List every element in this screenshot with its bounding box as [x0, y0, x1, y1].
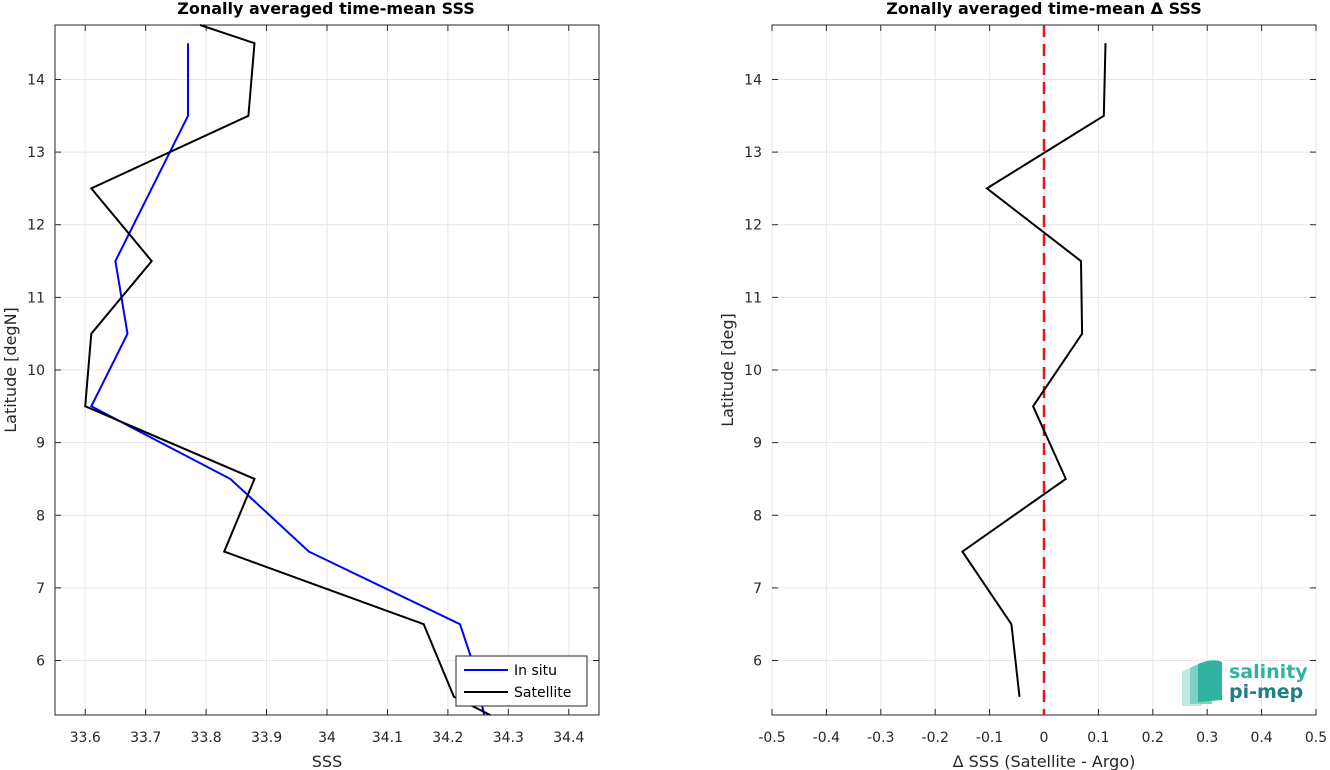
right-chart-title: Zonally averaged time-mean Δ SSS	[886, 0, 1202, 18]
right-x-tick-label: 0.5	[1305, 730, 1327, 746]
left-y-tick-label: 14	[27, 72, 45, 88]
right-x-tick-label: 0.2	[1142, 730, 1164, 746]
right-y-tick-label: 6	[753, 654, 762, 670]
left-y-tick-label: 8	[36, 508, 45, 524]
legend: In situ Satellite	[455, 655, 588, 707]
left-y-tick-label: 9	[36, 436, 45, 452]
left-ticks: 33.6 33.7 33.8 33.9 34 34.1 34.2 34.3 34.4 6 7 8 9 10…	[27, 25, 599, 746]
left-x-tick-label: 34	[318, 730, 336, 746]
salinity-pi-mep-logo: salinity pi-mep	[1182, 660, 1308, 706]
left-grid	[55, 25, 599, 715]
left-y-tick-label: 6	[36, 654, 45, 670]
right-y-tick-label: 7	[753, 581, 762, 597]
right-y-tick-label: 11	[744, 290, 762, 306]
left-panel-sss: Zonally averaged time-mean SSS 33.6 33.7 3…	[1, 0, 600, 770]
left-y-tick-label: 13	[27, 145, 45, 161]
right-x-tick-label: -0.4	[813, 730, 840, 746]
left-x-tick-label: 34.3	[493, 730, 524, 746]
left-series	[84, 24, 491, 716]
left-y-tick-label: 10	[27, 363, 45, 379]
left-y-tick-label: 12	[27, 218, 45, 234]
left-x-tick-label: 34.4	[553, 730, 584, 746]
wave-icon	[1182, 660, 1222, 706]
right-y-tick-label: 14	[744, 72, 762, 88]
right-x-tick-label: 0.4	[1250, 730, 1272, 746]
right-y-tick-label: 9	[753, 436, 762, 452]
logo-line-1: salinity	[1229, 661, 1308, 683]
left-x-tick-label: 33.9	[251, 730, 282, 746]
left-x-tick-label: 34.2	[432, 730, 463, 746]
left-x-tick-label: 33.8	[191, 730, 222, 746]
right-x-tick-label: -0.3	[867, 730, 894, 746]
right-panel-delta-sss: Zonally averaged time-mean Δ SSS -0.5 -0.…	[718, 0, 1327, 770]
logo-line-2: pi-mep	[1229, 681, 1303, 703]
legend-box	[455, 655, 588, 707]
left-series-line-in-situ	[89, 43, 486, 716]
right-y-tick-label: 13	[744, 145, 762, 161]
right-x-tick-label: 0	[1040, 730, 1049, 746]
legend-label-satellite: Satellite	[514, 685, 571, 701]
left-chart-title: Zonally averaged time-mean SSS	[177, 0, 475, 18]
left-x-tick-label: 34.1	[372, 730, 403, 746]
left-x-axis-label: SSS	[312, 752, 342, 770]
right-y-tick-label: 10	[744, 363, 762, 379]
right-series-line-delta-sss	[961, 43, 1107, 697]
right-series	[961, 43, 1107, 697]
left-y-tick-label: 7	[36, 581, 45, 597]
left-y-axis-label: Latitude [degN]	[1, 307, 20, 433]
right-x-tick-label: 0.3	[1196, 730, 1218, 746]
left-y-tick-label: 11	[27, 290, 45, 306]
legend-label-in-situ: In situ	[514, 663, 557, 679]
right-x-tick-label: -0.5	[758, 730, 785, 746]
right-x-tick-label: -0.2	[922, 730, 949, 746]
left-x-tick-label: 33.6	[70, 730, 101, 746]
right-y-tick-label: 12	[744, 218, 762, 234]
right-ticks: -0.5 -0.4 -0.3 -0.2 -0.1 0 0.1 0.2 0.3 0.4 0.5 6 7 8 9…	[744, 25, 1327, 746]
left-x-tick-label: 33.7	[130, 730, 161, 746]
left-series-line-satellite	[84, 24, 491, 716]
right-y-tick-label: 8	[753, 508, 762, 524]
right-x-tick-label: 0.1	[1087, 730, 1109, 746]
right-y-axis-label: Latitude [deg]	[718, 313, 737, 427]
right-x-axis-label: Δ SSS (Satellite - Argo)	[953, 752, 1136, 770]
right-x-tick-label: -0.1	[976, 730, 1003, 746]
